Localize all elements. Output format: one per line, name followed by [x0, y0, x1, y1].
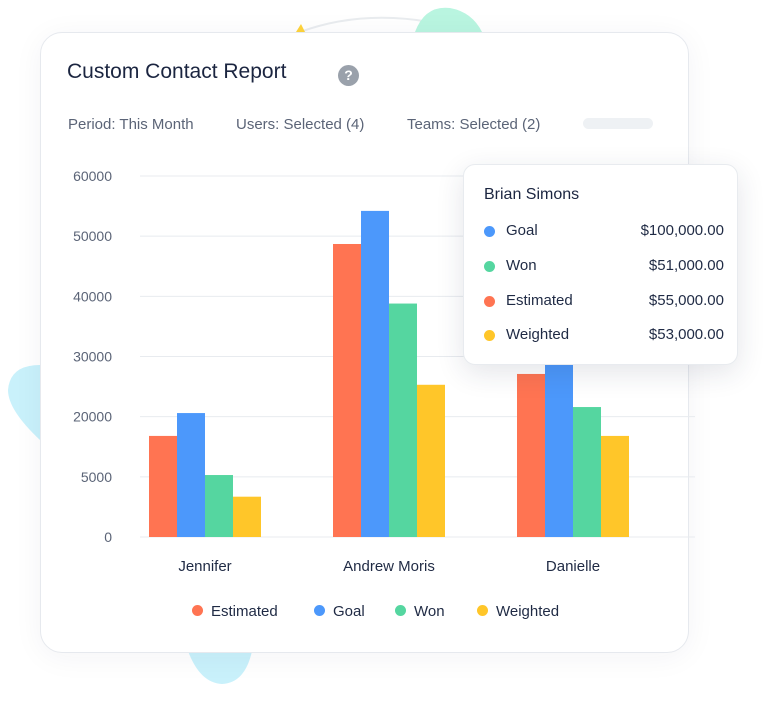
y-tick-label: 5000	[81, 469, 112, 485]
bar-won	[205, 475, 233, 537]
bar-goal	[177, 413, 205, 537]
tooltip-label: Won	[506, 257, 537, 274]
tooltip-value: $100,000.00	[640, 222, 724, 239]
legend-item-weighted[interactable]: Weighted	[477, 603, 559, 620]
tooltip-row-estimated: Estimated $55,000.00	[484, 291, 724, 311]
bar-weighted	[233, 496, 261, 537]
bar-won	[389, 303, 417, 537]
legend-item-won[interactable]: Won	[395, 603, 445, 620]
tooltip-label: Goal	[506, 222, 538, 239]
bar-won	[573, 407, 601, 537]
bar-goal	[361, 210, 389, 537]
filter-teams[interactable]: Teams: Selected (2)	[407, 116, 541, 133]
filter-placeholder	[583, 118, 653, 129]
chart-tooltip: Brian Simons Goal $100,000.00 Won $51,00…	[463, 164, 738, 365]
question-circle-icon[interactable]: ?	[338, 65, 359, 86]
tooltip-label: Estimated	[506, 292, 573, 309]
y-tick-label: 50000	[73, 228, 112, 244]
goal-dot-icon	[314, 605, 325, 616]
y-tick-label: 30000	[73, 349, 112, 365]
tooltip-name: Brian Simons	[484, 186, 580, 203]
legend-label: Won	[414, 603, 445, 620]
bar-estimated	[149, 435, 177, 537]
tooltip-value: $53,000.00	[648, 326, 724, 343]
tooltip-label: Weighted	[506, 326, 570, 343]
y-tick-label: 40000	[73, 288, 112, 304]
legend-item-goal[interactable]: Goal	[314, 603, 365, 620]
y-tick-label: 0	[104, 529, 112, 545]
y-tick-label: 60000	[73, 168, 112, 184]
bar-estimated	[333, 243, 361, 537]
x-tick-label: Danielle	[546, 558, 600, 575]
tooltip-row-goal: Goal $100,000.00	[484, 221, 724, 241]
page-title: Custom Contact Report	[67, 60, 287, 83]
filter-period[interactable]: Period: This Month	[68, 116, 194, 133]
filter-users[interactable]: Users: Selected (4)	[236, 116, 365, 133]
won-dot-icon	[395, 605, 406, 616]
tooltip-row-won: Won $51,000.00	[484, 256, 724, 276]
tooltip-row-weighted: Weighted $53,000.00	[484, 325, 724, 345]
tooltip-value: $55,000.00	[648, 292, 724, 309]
legend-item-estimated[interactable]: Estimated	[192, 603, 278, 620]
legend-label: Weighted	[496, 603, 560, 620]
bar-goal	[545, 362, 573, 537]
legend-label: Estimated	[211, 603, 278, 620]
weighted-dot-icon	[477, 605, 488, 616]
estimated-dot-icon	[192, 605, 203, 616]
goal-dot-icon	[484, 226, 495, 237]
legend-label: Goal	[333, 603, 365, 620]
x-tick-label: Andrew Moris	[343, 558, 435, 575]
weighted-dot-icon	[484, 330, 495, 341]
x-tick-label: Jennifer	[178, 558, 231, 575]
estimated-dot-icon	[484, 296, 495, 307]
bar-weighted	[417, 384, 445, 537]
bar-estimated	[517, 373, 545, 537]
won-dot-icon	[484, 261, 495, 272]
bar-weighted	[601, 435, 629, 537]
y-tick-label: 20000	[73, 409, 112, 425]
tooltip-value: $51,000.00	[648, 257, 724, 274]
